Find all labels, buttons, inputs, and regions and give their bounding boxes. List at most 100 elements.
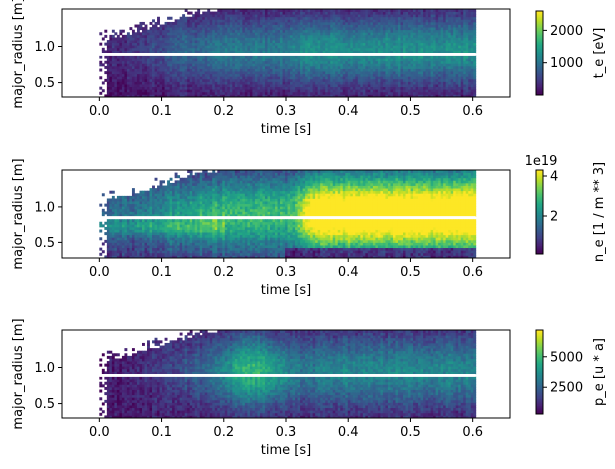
heatmap-cell xyxy=(129,206,133,210)
heatmap-cell xyxy=(415,76,419,80)
heatmap-cell xyxy=(167,34,170,38)
heatmap-cell xyxy=(129,242,133,246)
heatmap-cell xyxy=(187,86,191,90)
heatmap-cell xyxy=(428,71,431,75)
heatmap-cell xyxy=(209,73,213,77)
heatmap-cell xyxy=(395,50,399,54)
heatmap-cell xyxy=(335,47,339,51)
heatmap-cell xyxy=(275,50,278,54)
heatmap-cell xyxy=(277,78,281,82)
heatmap-cell xyxy=(450,73,454,77)
heatmap-cell xyxy=(227,58,231,62)
heatmap-cell xyxy=(184,50,188,54)
heatmap-cell xyxy=(254,76,258,80)
heatmap-cell xyxy=(277,60,281,64)
heatmap-cell xyxy=(360,34,364,38)
heatmap-cell xyxy=(317,91,321,95)
heatmap-cell xyxy=(202,91,206,95)
heatmap-cell xyxy=(347,47,351,51)
heatmap-cell xyxy=(367,78,371,82)
heatmap-cell xyxy=(126,234,130,238)
heatmap-cell xyxy=(244,32,248,36)
heatmap-cell xyxy=(219,68,223,72)
heatmap-cell xyxy=(287,84,291,88)
heatmap-cell xyxy=(179,34,183,38)
heatmap-cell xyxy=(297,34,301,38)
colorbar-swatch xyxy=(536,18,543,20)
heatmap-cell xyxy=(224,16,228,20)
heatmap-cell xyxy=(418,40,421,44)
heatmap-cell xyxy=(295,19,298,23)
heatmap-cell xyxy=(387,89,391,93)
heatmap-cell xyxy=(428,50,431,54)
heatmap-cell xyxy=(267,81,271,85)
heatmap-cell xyxy=(159,71,163,75)
heatmap-cell xyxy=(131,63,135,67)
heatmap-cell xyxy=(111,214,115,217)
heatmap-cell xyxy=(400,21,404,25)
heatmap-cell xyxy=(275,86,278,90)
heatmap-cell xyxy=(169,86,173,90)
heatmap-cell xyxy=(234,76,238,80)
heatmap-cell xyxy=(269,86,273,90)
heatmap-cell xyxy=(408,34,411,38)
heatmap-cell xyxy=(252,68,256,72)
heatmap-cell xyxy=(435,9,439,12)
heatmap-cell xyxy=(177,58,181,62)
heatmap-cell xyxy=(387,91,391,95)
heatmap-cell xyxy=(209,89,213,93)
heatmap-cell xyxy=(272,50,276,54)
heatmap-cell xyxy=(327,50,331,54)
heatmap-cell xyxy=(121,229,125,233)
heatmap-cell xyxy=(345,27,349,31)
heatmap-cell xyxy=(470,78,474,82)
heatmap-cell xyxy=(435,94,439,98)
heatmap-cell xyxy=(134,65,138,69)
heatmap-cell xyxy=(139,60,143,64)
heatmap-cell xyxy=(295,11,298,15)
heatmap-cell xyxy=(375,63,379,67)
heatmap-cell xyxy=(227,9,231,12)
heatmap-cell xyxy=(167,37,170,41)
heatmap-cell xyxy=(377,24,381,28)
heatmap-cell xyxy=(433,11,437,15)
heatmap-cell xyxy=(202,37,206,41)
heatmap-cell xyxy=(121,78,125,82)
heatmap-cell xyxy=(465,37,469,41)
heatmap-cell xyxy=(249,50,253,54)
heatmap-cell xyxy=(335,37,339,41)
heatmap-cell xyxy=(362,45,366,49)
heatmap-cell xyxy=(257,42,261,46)
heatmap-cell xyxy=(415,71,419,75)
heatmap-cell xyxy=(327,32,331,36)
heatmap-cell xyxy=(337,81,341,85)
heatmap-cell xyxy=(445,40,449,44)
heatmap-cell xyxy=(149,76,153,80)
heatmap-cell xyxy=(192,86,196,90)
heatmap-cell xyxy=(149,63,153,67)
heatmap-cell xyxy=(142,89,145,93)
heatmap-cell xyxy=(385,63,389,67)
heatmap-cell xyxy=(347,73,351,77)
heatmap-cell xyxy=(300,21,304,25)
heatmap-cell xyxy=(227,40,231,44)
heatmap-cell xyxy=(264,81,268,85)
heatmap-cell xyxy=(410,42,414,46)
heatmap-cell xyxy=(269,58,273,62)
heatmap-cell xyxy=(465,86,469,90)
heatmap-cell xyxy=(473,50,477,54)
heatmap-cell xyxy=(114,203,118,207)
heatmap-cell xyxy=(440,84,444,88)
heatmap-cell xyxy=(269,21,273,25)
heatmap-cell xyxy=(463,68,467,72)
heatmap-cell xyxy=(400,19,404,23)
heatmap-cell xyxy=(204,42,208,46)
heatmap-cell xyxy=(159,27,163,31)
heatmap-cell xyxy=(380,50,384,54)
heatmap-cell xyxy=(209,11,213,15)
heatmap-cell xyxy=(403,24,406,28)
heatmap-cell xyxy=(101,37,105,41)
heatmap-cell xyxy=(470,9,474,12)
heatmap-cell xyxy=(440,45,444,49)
heatmap-cell xyxy=(106,229,110,233)
